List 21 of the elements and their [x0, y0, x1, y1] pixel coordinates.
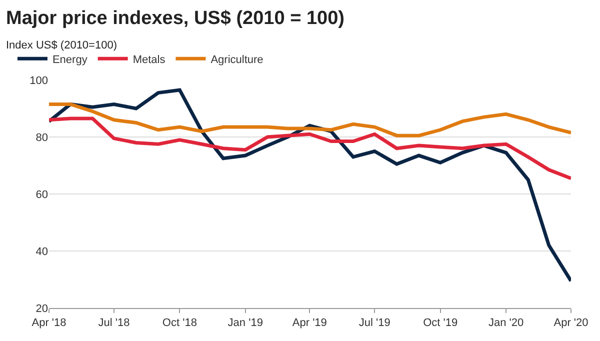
x-tick-label: Oct '18	[162, 317, 197, 330]
x-tick-label: Jan '19	[228, 317, 263, 330]
legend-label: Agriculture	[210, 54, 264, 66]
y-tick-label: 20	[36, 302, 48, 315]
line-series	[49, 102, 571, 138]
legend-label: Metals	[132, 54, 166, 66]
legend-label: Energy	[52, 54, 88, 66]
chart-title: Major price indexes, US$ (2010 = 100)	[6, 8, 344, 29]
x-tick-label: Apr '19	[292, 317, 327, 330]
x-tick-label: Oct '19	[423, 317, 458, 330]
y-tick-label: 40	[36, 246, 48, 258]
y-tick-label: 60	[36, 188, 48, 201]
x-tick-label: Apr '18	[32, 317, 66, 330]
x-tick-label: Jul '19	[358, 317, 390, 330]
y-tick-label: 80	[36, 132, 48, 144]
y-tick-label: 100	[30, 74, 48, 87]
x-tick-label: Jan '20	[488, 317, 524, 330]
x-tick-label: Apr '20	[554, 317, 588, 330]
line-series	[49, 116, 571, 180]
chart-subtitle: Index US$ (2010=100)	[6, 40, 117, 52]
x-tick-label: Jul '18	[98, 317, 130, 330]
